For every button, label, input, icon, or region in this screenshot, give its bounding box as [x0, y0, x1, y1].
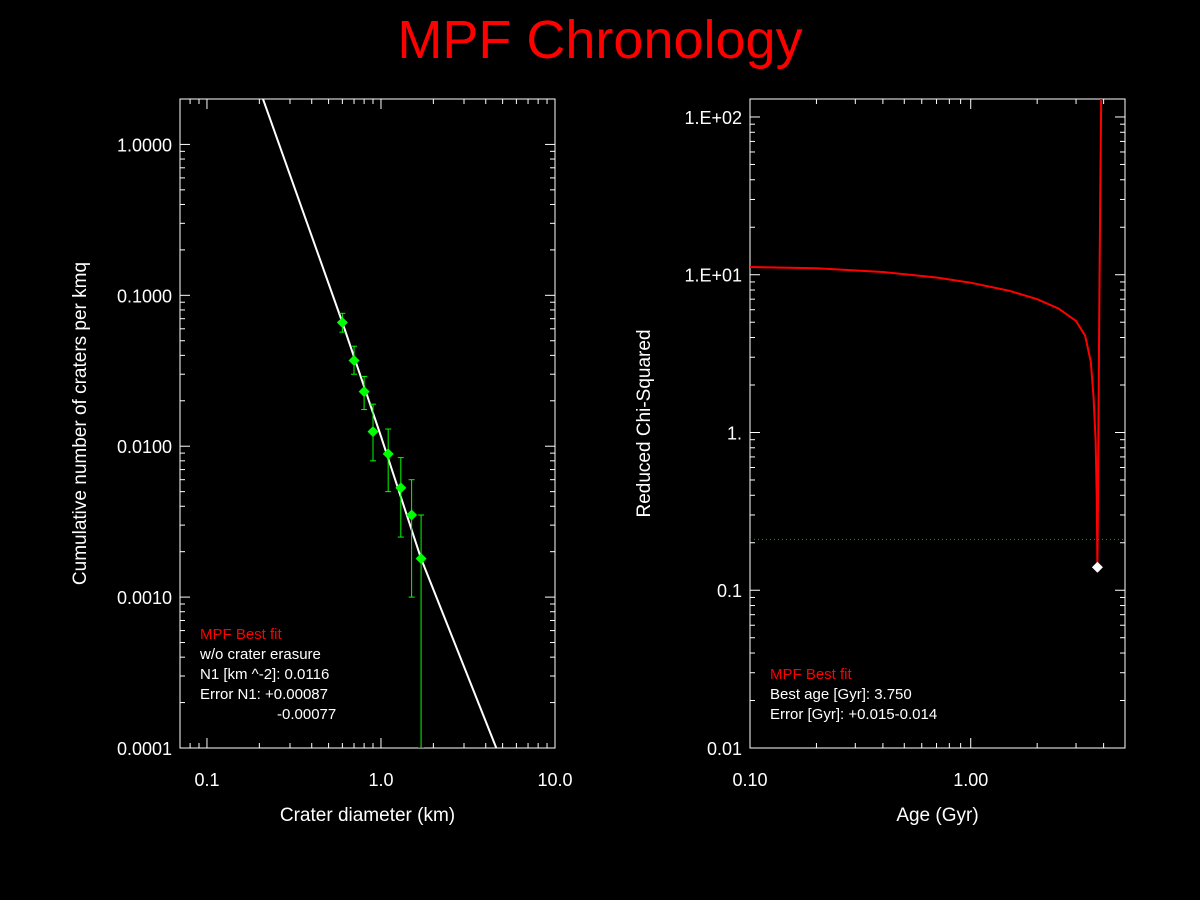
y-tick-label: 0.1	[717, 581, 742, 601]
x-axis-label: Age (Gyr)	[896, 805, 978, 826]
y-tick-label: 0.01	[707, 739, 742, 759]
y-tick-label: 1.E+02	[684, 108, 742, 128]
legend-text: -0.00077	[277, 706, 336, 723]
y-tick-label: 1.	[727, 423, 742, 443]
data-point	[382, 448, 394, 460]
data-point	[336, 317, 348, 329]
page-title: MPF Chronology	[397, 10, 803, 70]
y-axis-label: Reduced Chi-Squared	[634, 329, 655, 517]
x-tick-label: 10.0	[537, 770, 572, 790]
plot-area	[750, 99, 1125, 568]
y-tick-label: 0.0010	[117, 588, 172, 608]
y-tick-label: 0.0100	[117, 437, 172, 457]
data-point	[395, 482, 407, 494]
x-tick-label: 0.1	[194, 770, 219, 790]
legend-text: Error N1: +0.00087	[200, 686, 328, 703]
data-point	[415, 553, 427, 565]
y-tick-label: 0.1000	[117, 286, 172, 306]
chi-curve	[750, 99, 1103, 568]
data-point	[358, 386, 370, 398]
plot-frame	[179, 98, 556, 749]
legend-text: Best age [Gyr]: 3.750	[770, 686, 912, 703]
x-tick-label: 1.0	[368, 770, 393, 790]
y-tick-label: 1.0000	[117, 135, 172, 155]
y-tick-label: 0.0001	[117, 739, 172, 759]
y-tick-label: 1.E+01	[684, 266, 742, 286]
y-axis-label: Cumulative number of craters per kmq	[70, 262, 91, 585]
chart-panel-1: 0.1 1.0 10.0 0.0001 0.0010 0.0100 0.1000 1.0000…	[70, 98, 573, 826]
legend-text: MPF Best fit	[770, 666, 853, 683]
data-point	[367, 426, 379, 438]
fit-line	[262, 99, 498, 748]
plot-frame	[749, 98, 1126, 749]
chart-panel-2: 0.10 1.00 0.01 0.1 1. 1.E+01 1.E+02 Age (Gyr) Re…	[634, 98, 1126, 826]
x-tick-label: 0.10	[732, 770, 767, 790]
plot-area	[262, 99, 498, 748]
data-point	[406, 509, 418, 521]
legend-text: MPF Best fit	[200, 626, 283, 643]
x-axis-label: Crater diameter (km)	[280, 805, 455, 826]
legend-text: N1 [km ^-2]: 0.0116	[200, 666, 329, 683]
x-tick-label: 1.00	[953, 770, 988, 790]
legend-text: w/o crater erasure	[199, 646, 321, 663]
legend-text: Error [Gyr]: +0.015-0.014	[770, 706, 937, 723]
data-point	[348, 354, 360, 366]
best-age-point	[1091, 561, 1103, 573]
